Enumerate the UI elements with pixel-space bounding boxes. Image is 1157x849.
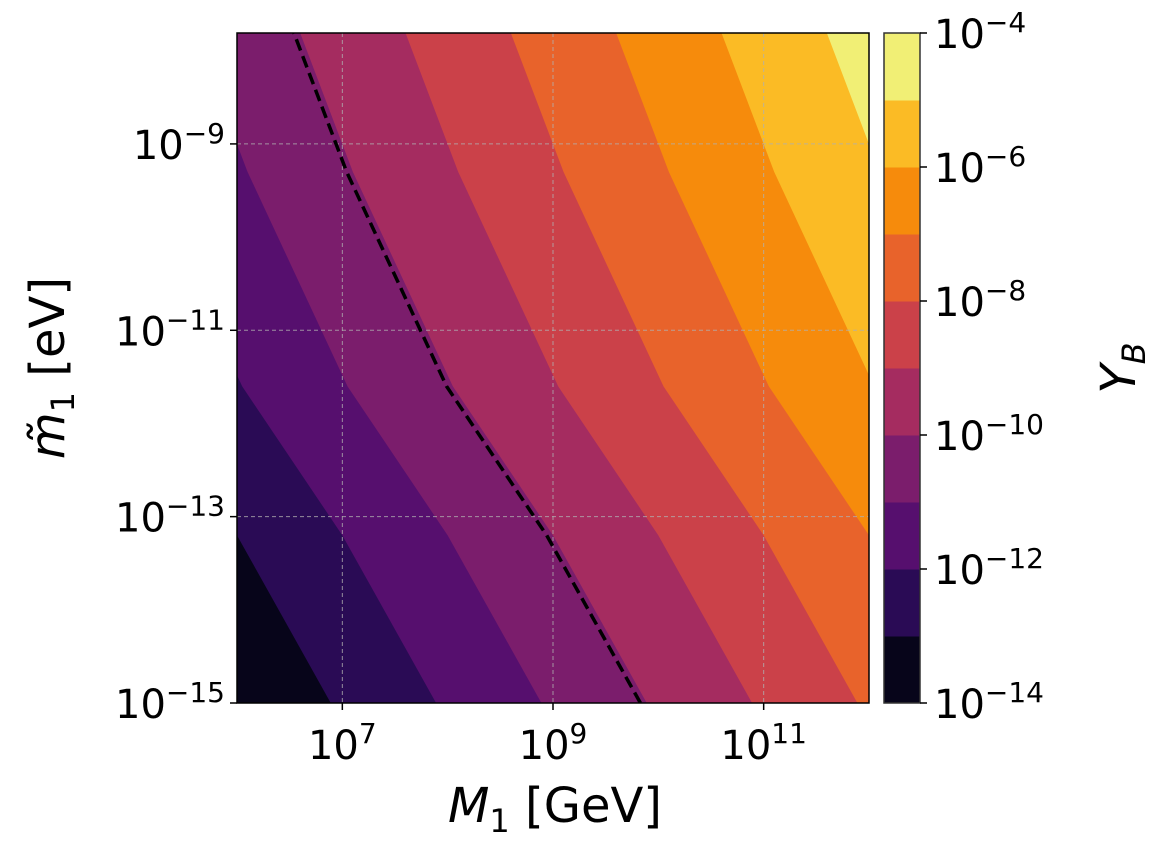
colorbar-swatch	[884, 33, 920, 101]
x-ticks: 107 109 1011	[308, 703, 807, 769]
y-tick-label: 10−9	[133, 117, 225, 169]
grid-lines	[237, 33, 869, 703]
x-axis-label: M1 [GeV]	[448, 778, 662, 840]
contour-band	[826, 33, 869, 145]
y-tick-label: 10−15	[115, 676, 225, 728]
y-axis-label: m̃1 [eV]	[20, 277, 82, 459]
contour-band	[721, 33, 869, 376]
dashed-contour-line	[292, 33, 642, 703]
colorbar-swatch	[884, 435, 920, 503]
dashed-contour-layer	[292, 33, 642, 703]
colorbar-tick-label: 10−10	[934, 408, 1044, 460]
colorbar-ticks: 10−4 10−6 10−8 10−10 10−12 10−14	[920, 6, 1044, 728]
y-tick-label: 10−13	[115, 490, 225, 542]
colorbar-tick-label: 10−6	[934, 140, 1026, 192]
colorbar-swatch	[884, 636, 920, 704]
colorbar-tick-label: 10−14	[934, 676, 1044, 728]
colorbar-tick-label: 10−12	[934, 542, 1044, 594]
y-ticks: 10−9 10−11 10−13 10−15	[115, 117, 237, 728]
colorbar-swatch	[884, 301, 920, 369]
colorbar-swatch	[884, 569, 920, 637]
colorbar-swatch	[884, 100, 920, 168]
colorbar-swatch	[884, 502, 920, 570]
x-tick-label: 1011	[720, 717, 807, 769]
colorbar-label: YB	[1091, 342, 1153, 393]
colorbar-frame	[883, 32, 921, 704]
colorbar-tick-label: 10−4	[934, 6, 1026, 58]
colorbar-tick-label: 10−8	[934, 274, 1026, 326]
colorbar-swatch	[884, 167, 920, 235]
colorbar-swatch	[884, 234, 920, 302]
colorbar-swatch	[884, 368, 920, 436]
x-tick-label: 107	[308, 717, 377, 769]
contour-bands	[237, 33, 869, 703]
colorbar	[883, 32, 921, 704]
x-tick-label: 109	[519, 717, 588, 769]
y-tick-label: 10−11	[115, 303, 225, 355]
